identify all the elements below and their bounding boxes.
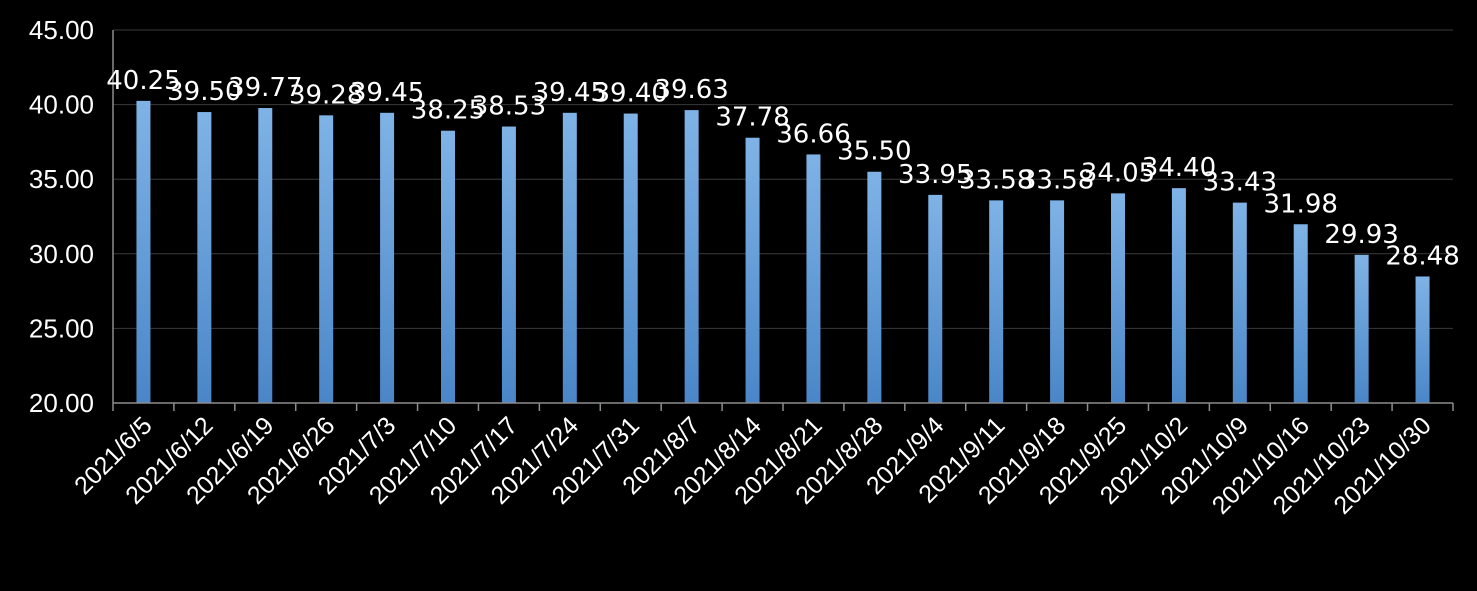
bar [197, 112, 212, 403]
data-label: 39.77 [228, 73, 302, 103]
data-label: 39.45 [533, 78, 607, 108]
bar [258, 108, 273, 403]
bar [623, 113, 638, 403]
data-label: 33.95 [898, 160, 972, 190]
data-label: 40.25 [106, 66, 180, 96]
bar [1171, 188, 1186, 403]
y-tick-label: 45.00 [29, 15, 94, 45]
bar [1293, 224, 1308, 403]
bar [319, 115, 334, 403]
gridlines [113, 29, 1453, 329]
data-label: 36.66 [776, 119, 850, 149]
data-label: 33.43 [1203, 168, 1277, 198]
bar [806, 154, 821, 403]
data-label: 29.93 [1324, 220, 1398, 250]
bar [380, 112, 395, 403]
y-tick-label: 20.00 [29, 388, 94, 418]
data-label: 34.05 [1081, 158, 1155, 188]
y-tick-label: 35.00 [29, 164, 94, 194]
data-label: 39.45 [350, 78, 424, 108]
data-labels: 40.2539.5039.7739.2839.4538.2538.5339.45… [106, 66, 1460, 272]
data-label: 39.28 [289, 80, 363, 110]
data-label: 33.58 [959, 165, 1033, 195]
bar [684, 110, 699, 404]
bar [136, 100, 151, 404]
y-tick-label: 40.00 [29, 90, 94, 120]
data-label: 31.98 [1264, 189, 1338, 219]
bar [989, 200, 1004, 403]
bar [745, 137, 760, 403]
bar [1354, 254, 1369, 403]
data-label: 39.63 [654, 75, 728, 105]
data-label: 39.50 [167, 77, 241, 107]
bar [1415, 276, 1430, 403]
bars [136, 100, 1430, 404]
y-axis: 20.00 25.00 30.00 35.00 40.00 45.00 [29, 15, 114, 418]
data-label: 35.50 [837, 137, 911, 167]
data-label: 28.48 [1385, 241, 1459, 271]
y-tick-label: 25.00 [29, 313, 94, 343]
bar [1232, 202, 1247, 403]
bar [562, 112, 577, 403]
bar [1111, 193, 1125, 403]
bar [501, 126, 516, 403]
bar [1050, 200, 1065, 403]
bar [867, 171, 882, 403]
bar [928, 194, 943, 403]
data-label: 33.58 [1020, 165, 1094, 195]
data-label: 37.78 [715, 103, 789, 133]
x-axis: 2021/6/52021/6/122021/6/192021/6/262021/… [69, 402, 1454, 520]
data-label: 38.53 [472, 92, 546, 122]
data-label: 39.40 [594, 79, 668, 109]
data-label: 38.25 [411, 96, 485, 126]
data-label: 34.40 [1142, 153, 1216, 183]
y-tick-label: 30.00 [29, 239, 94, 269]
bar [441, 130, 455, 403]
